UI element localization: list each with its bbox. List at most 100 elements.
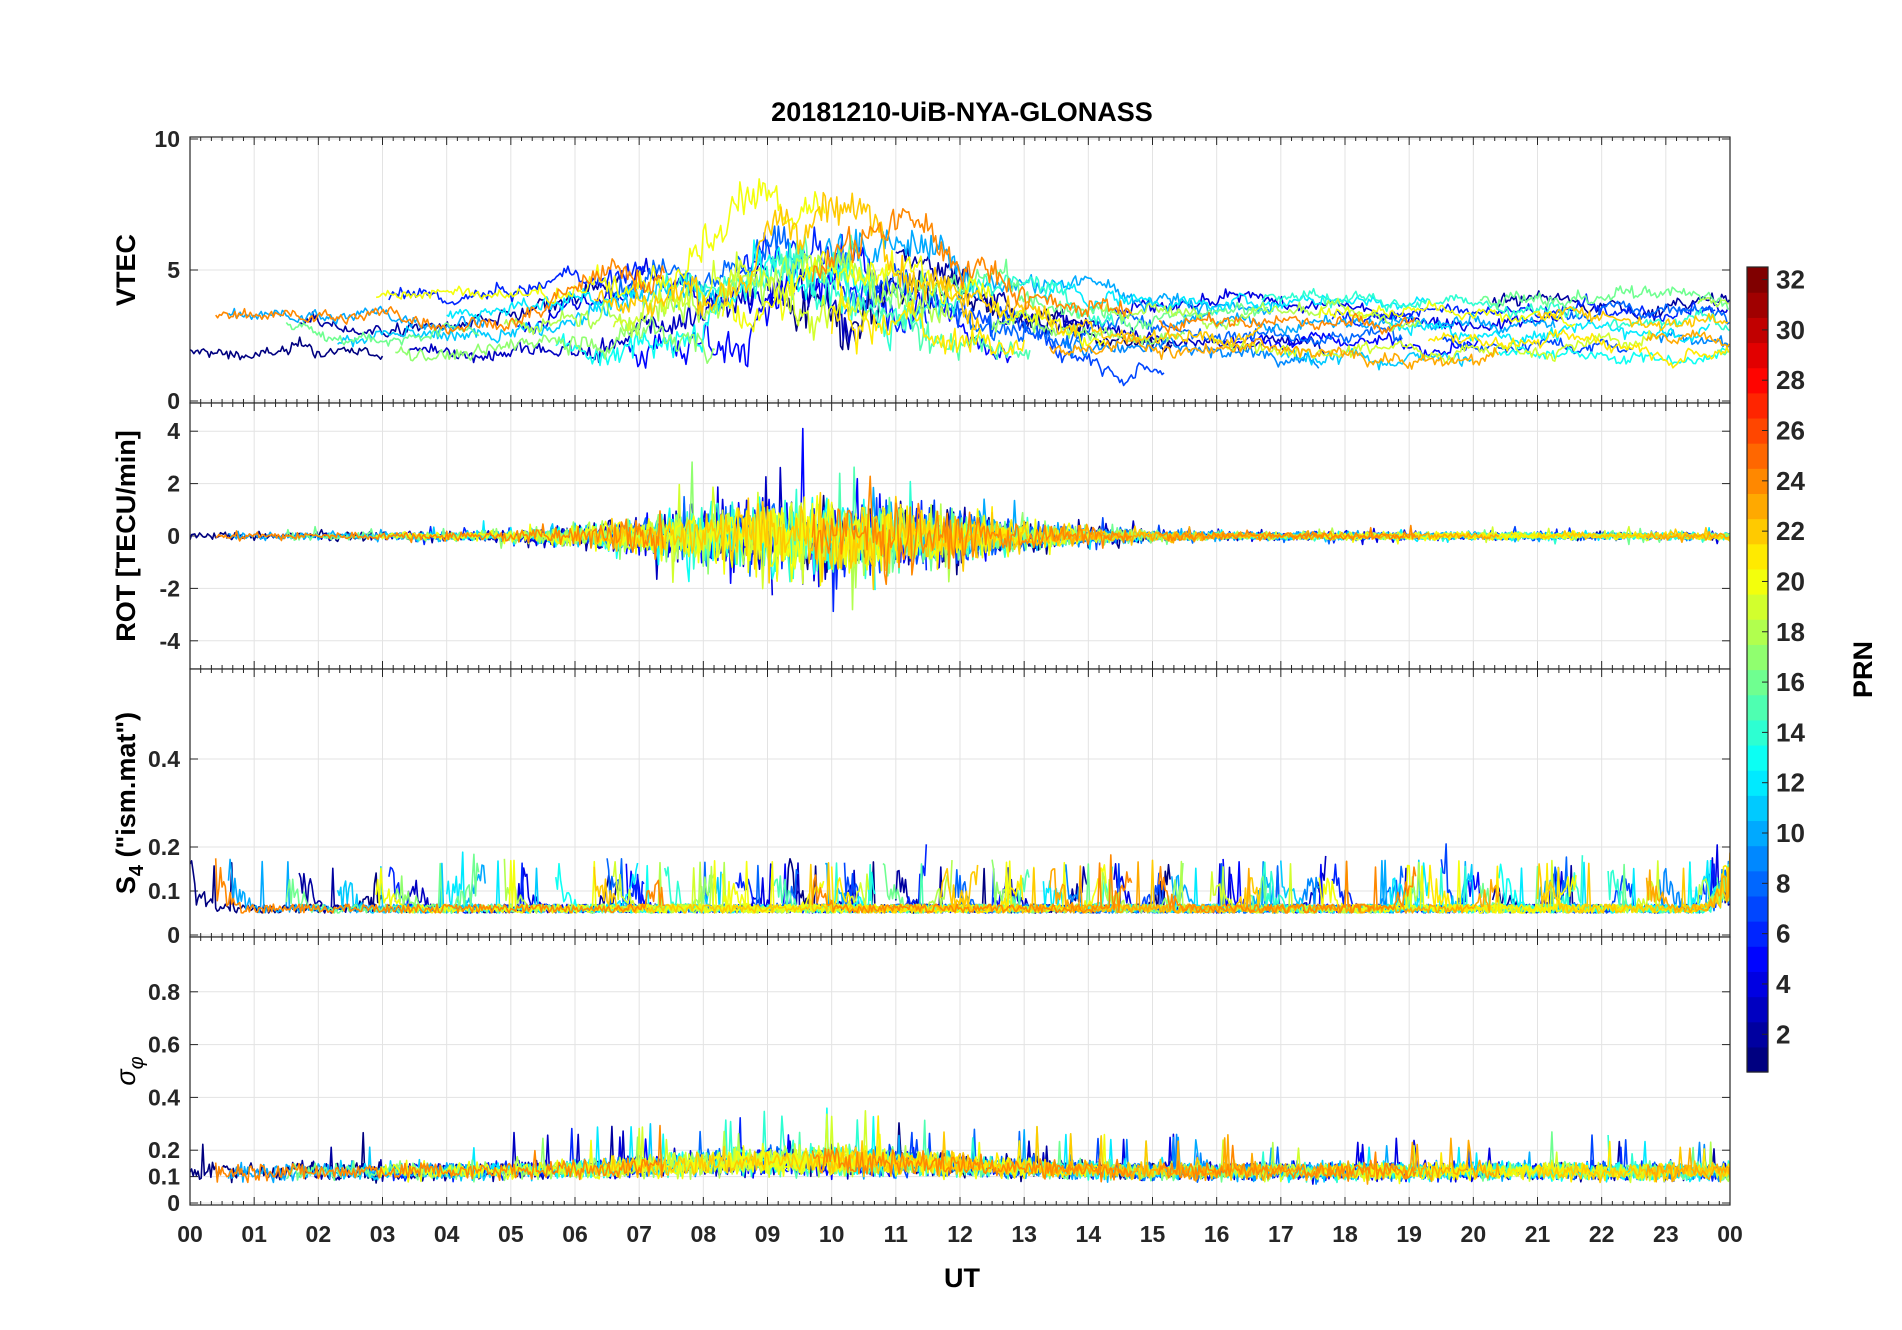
- colorbar-swatch: [1747, 921, 1768, 947]
- x-tick-label: 09: [755, 1221, 781, 1247]
- trace-prn-21: [830, 285, 1025, 356]
- colorbar-tick-label: 8: [1776, 868, 1790, 898]
- x-tick-label: 06: [562, 1221, 588, 1247]
- colorbar-swatch: [1747, 594, 1768, 620]
- colorbar-tick-label: 18: [1776, 617, 1805, 647]
- y-tick-label: 0.4: [148, 746, 180, 772]
- x-tick-label: 00: [177, 1221, 203, 1247]
- colorbar-tick-label: 2: [1776, 1019, 1790, 1049]
- y-tick-label: 0: [167, 1190, 180, 1216]
- y-tick-label: 0: [167, 922, 180, 948]
- colorbar-swatch: [1747, 669, 1768, 696]
- trace-prn-20: [1318, 300, 1576, 328]
- y-tick-label: 0: [167, 388, 180, 414]
- y-axis-label-vtec: VTEC: [111, 234, 141, 306]
- y-tick-label: 0.1: [148, 1164, 180, 1190]
- y-tick-label: 0.8: [148, 979, 180, 1005]
- colorbar-swatch: [1747, 719, 1768, 746]
- colorbar-swatch: [1747, 317, 1768, 344]
- x-axis-label: UT: [944, 1263, 980, 1293]
- trace-prn-23: [1645, 852, 1730, 914]
- colorbar-label: PRN: [1848, 641, 1878, 698]
- trace-prn-22: [593, 191, 980, 331]
- colorbar-swatch: [1747, 493, 1768, 520]
- x-tick-label: 10: [819, 1221, 845, 1247]
- trace-prn-12: [446, 287, 638, 320]
- y-tick-label: 0.6: [148, 1032, 180, 1058]
- colorbar-tick-label: 12: [1776, 768, 1805, 798]
- colorbar-swatch: [1747, 744, 1768, 771]
- y-tick-label: 0: [167, 523, 180, 549]
- trace-prn-6: [734, 226, 929, 334]
- colorbar-swatch: [1747, 568, 1768, 595]
- colorbar-swatch: [1747, 971, 1768, 998]
- trace-prn-24: [811, 854, 1133, 914]
- colorbar-swatch: [1747, 694, 1768, 721]
- colorbar-swatch: [1747, 468, 1768, 495]
- panel-s4: 0 0.1 0.2 0.4S4 ("ism.mat"): [111, 668, 1731, 948]
- colorbar-tick-label: 26: [1776, 416, 1805, 446]
- trace-prn-21: [1427, 529, 1730, 543]
- x-tick-label: 05: [498, 1221, 524, 1247]
- y-tick-label: 5: [167, 257, 180, 283]
- x-tick-label: 00: [1717, 1221, 1743, 1247]
- trace-prn-24: [811, 475, 1133, 586]
- colorbar-swatch: [1747, 417, 1768, 444]
- x-tick-label: 21: [1525, 1221, 1551, 1247]
- trace-prn-23: [1645, 1147, 1730, 1183]
- colorbar-tick-label: 4: [1776, 969, 1791, 999]
- y-tick-label: 0.4: [148, 1084, 180, 1110]
- trace-prn-24: [1158, 311, 1416, 335]
- trace-prn-23: [1645, 329, 1730, 348]
- colorbar-swatch: [1747, 946, 1768, 972]
- x-tick-label: 12: [947, 1221, 973, 1247]
- x-axis: 00 01 02 03 04 05 06 07 08 09 10 11 12 13 14 15 16 17 18 19…: [177, 1221, 1743, 1247]
- trace-prn-20: [721, 249, 1109, 348]
- trace-prn-24: [215, 258, 665, 335]
- y-axis-label-s4: S4 ("ism.mat"): [111, 712, 148, 894]
- x-tick-label: 22: [1589, 1221, 1615, 1247]
- panel-sigphi: 00.10.2 0.4 0.6 0.8 σφ: [111, 936, 1731, 1216]
- trace-prn-16: [1479, 285, 1729, 311]
- colorbar-swatch: [1747, 795, 1768, 822]
- y-tick-label: 0.1: [148, 878, 180, 904]
- x-tick-label: 03: [370, 1221, 396, 1247]
- x-tick-label: 18: [1332, 1221, 1358, 1247]
- colorbar-tick-label: 14: [1776, 717, 1805, 747]
- trace-prn-10: [227, 305, 486, 334]
- trace-prn-19: [1209, 329, 1660, 365]
- chart-title: 20181210-UiB-NYA-GLONASS: [771, 97, 1153, 127]
- colorbar-tick-label: 10: [1776, 818, 1805, 848]
- trace-prn-18: [503, 249, 954, 338]
- series-s4: [190, 843, 1730, 914]
- x-tick-label: 07: [626, 1221, 652, 1247]
- colorbar-swatch: [1747, 820, 1768, 847]
- colorbar-swatch: [1747, 870, 1768, 897]
- colorbar-tick-label: 20: [1776, 566, 1805, 596]
- x-tick-label: 20: [1461, 1221, 1487, 1247]
- colorbar-swatch: [1747, 845, 1768, 872]
- colorbar-swatch: [1747, 644, 1768, 671]
- trace-prn-24: [215, 510, 664, 560]
- trace-prn-22: [1536, 305, 1729, 332]
- trace-prn-1: [190, 336, 384, 361]
- trace-prn-21: [1427, 328, 1730, 369]
- panel-rot: -4 -2 0 2 4 ROT [TECU/min]: [111, 402, 1731, 670]
- trace-prn-20: [1318, 860, 1577, 914]
- colorbar-swatch: [1747, 392, 1768, 419]
- series-sigphi: [190, 1107, 1730, 1185]
- x-tick-label: 14: [1076, 1221, 1102, 1247]
- y-tick-label: 4: [167, 418, 180, 444]
- trace-prn-24: [1158, 860, 1417, 914]
- y-tick-label: -2: [160, 575, 180, 601]
- x-tick-label: 02: [306, 1221, 332, 1247]
- trace-prn-24: [1158, 524, 1417, 542]
- trace-prn-22: [1536, 862, 1730, 914]
- y-tick-label: -4: [160, 628, 181, 654]
- trace-prn-22: [1536, 526, 1730, 541]
- trace-prn-23: [1049, 861, 1500, 914]
- trace-prn-24: [214, 858, 664, 914]
- y-axis-label-rot: ROT [TECU/min]: [111, 430, 141, 641]
